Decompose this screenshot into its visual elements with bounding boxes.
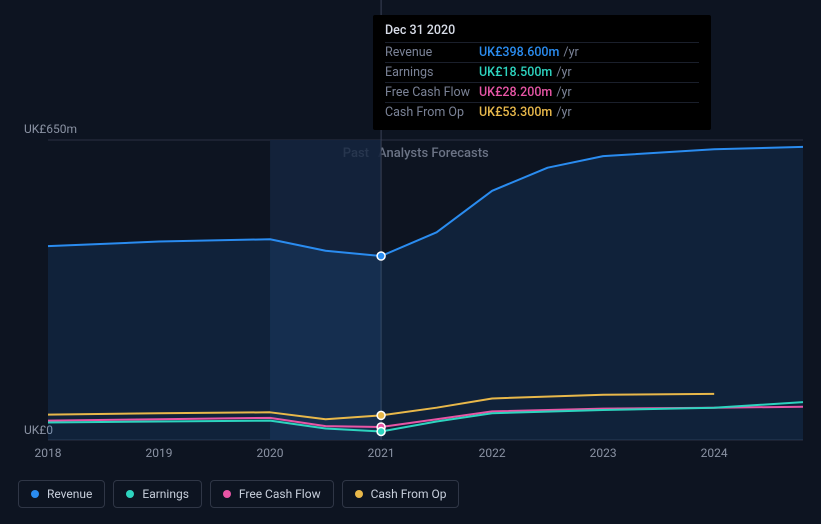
tooltip-row-label: Revenue bbox=[385, 45, 479, 60]
legend-label: Earnings bbox=[142, 487, 189, 501]
tooltip-row-value: UK£398.600m bbox=[479, 45, 559, 60]
x-axis: 2018 2019 2020 2021 2022 2023 2024 bbox=[18, 446, 803, 466]
legend-item[interactable]: Earnings bbox=[113, 480, 202, 508]
tooltip-row-unit: /yr bbox=[556, 85, 571, 100]
tooltip-row-label: Cash From Op bbox=[385, 105, 479, 120]
legend-swatch-icon bbox=[223, 490, 231, 498]
legend-label: Cash From Op bbox=[371, 487, 447, 501]
tooltip-date: Dec 31 2020 bbox=[385, 23, 699, 38]
tooltip-row: Free Cash FlowUK£28.200m/yr bbox=[385, 82, 699, 102]
x-tick: 2021 bbox=[368, 446, 395, 460]
legend-label: Free Cash Flow bbox=[239, 487, 321, 501]
x-tick: 2020 bbox=[257, 446, 284, 460]
x-tick: 2024 bbox=[701, 446, 728, 460]
legend-label: Revenue bbox=[47, 487, 92, 501]
tooltip-row: RevenueUK£398.600m/yr bbox=[385, 42, 699, 62]
x-tick: 2022 bbox=[479, 446, 506, 460]
x-tick: 2023 bbox=[590, 446, 617, 460]
tooltip-row-value: UK£28.200m bbox=[479, 85, 552, 100]
legend-swatch-icon bbox=[31, 490, 39, 498]
tooltip-row-unit: /yr bbox=[563, 45, 578, 60]
chart-area[interactable] bbox=[18, 120, 803, 460]
legend-item[interactable]: Cash From Op bbox=[342, 480, 460, 508]
x-tick: 2018 bbox=[35, 446, 62, 460]
tooltip-row: Cash From OpUK£53.300m/yr bbox=[385, 102, 699, 122]
tooltip-row-value: UK£18.500m bbox=[479, 65, 552, 80]
legend-swatch-icon bbox=[355, 490, 363, 498]
tooltip-row-unit: /yr bbox=[556, 105, 571, 120]
tooltip-row-value: UK£53.300m bbox=[479, 105, 552, 120]
tooltip-row-label: Free Cash Flow bbox=[385, 85, 479, 100]
legend-item[interactable]: Free Cash Flow bbox=[210, 480, 334, 508]
tooltip-row-unit: /yr bbox=[556, 65, 571, 80]
legend-swatch-icon bbox=[126, 490, 134, 498]
chart-svg bbox=[18, 120, 803, 440]
tooltip-row: EarningsUK£18.500m/yr bbox=[385, 62, 699, 82]
legend-item[interactable]: Revenue bbox=[18, 480, 105, 508]
chart-legend: Revenue Earnings Free Cash Flow Cash From O… bbox=[18, 480, 459, 508]
tooltip-row-label: Earnings bbox=[385, 65, 479, 80]
x-tick: 2019 bbox=[146, 446, 173, 460]
hover-tooltip: Dec 31 2020 RevenueUK£398.600m/yrEarning… bbox=[373, 15, 711, 130]
